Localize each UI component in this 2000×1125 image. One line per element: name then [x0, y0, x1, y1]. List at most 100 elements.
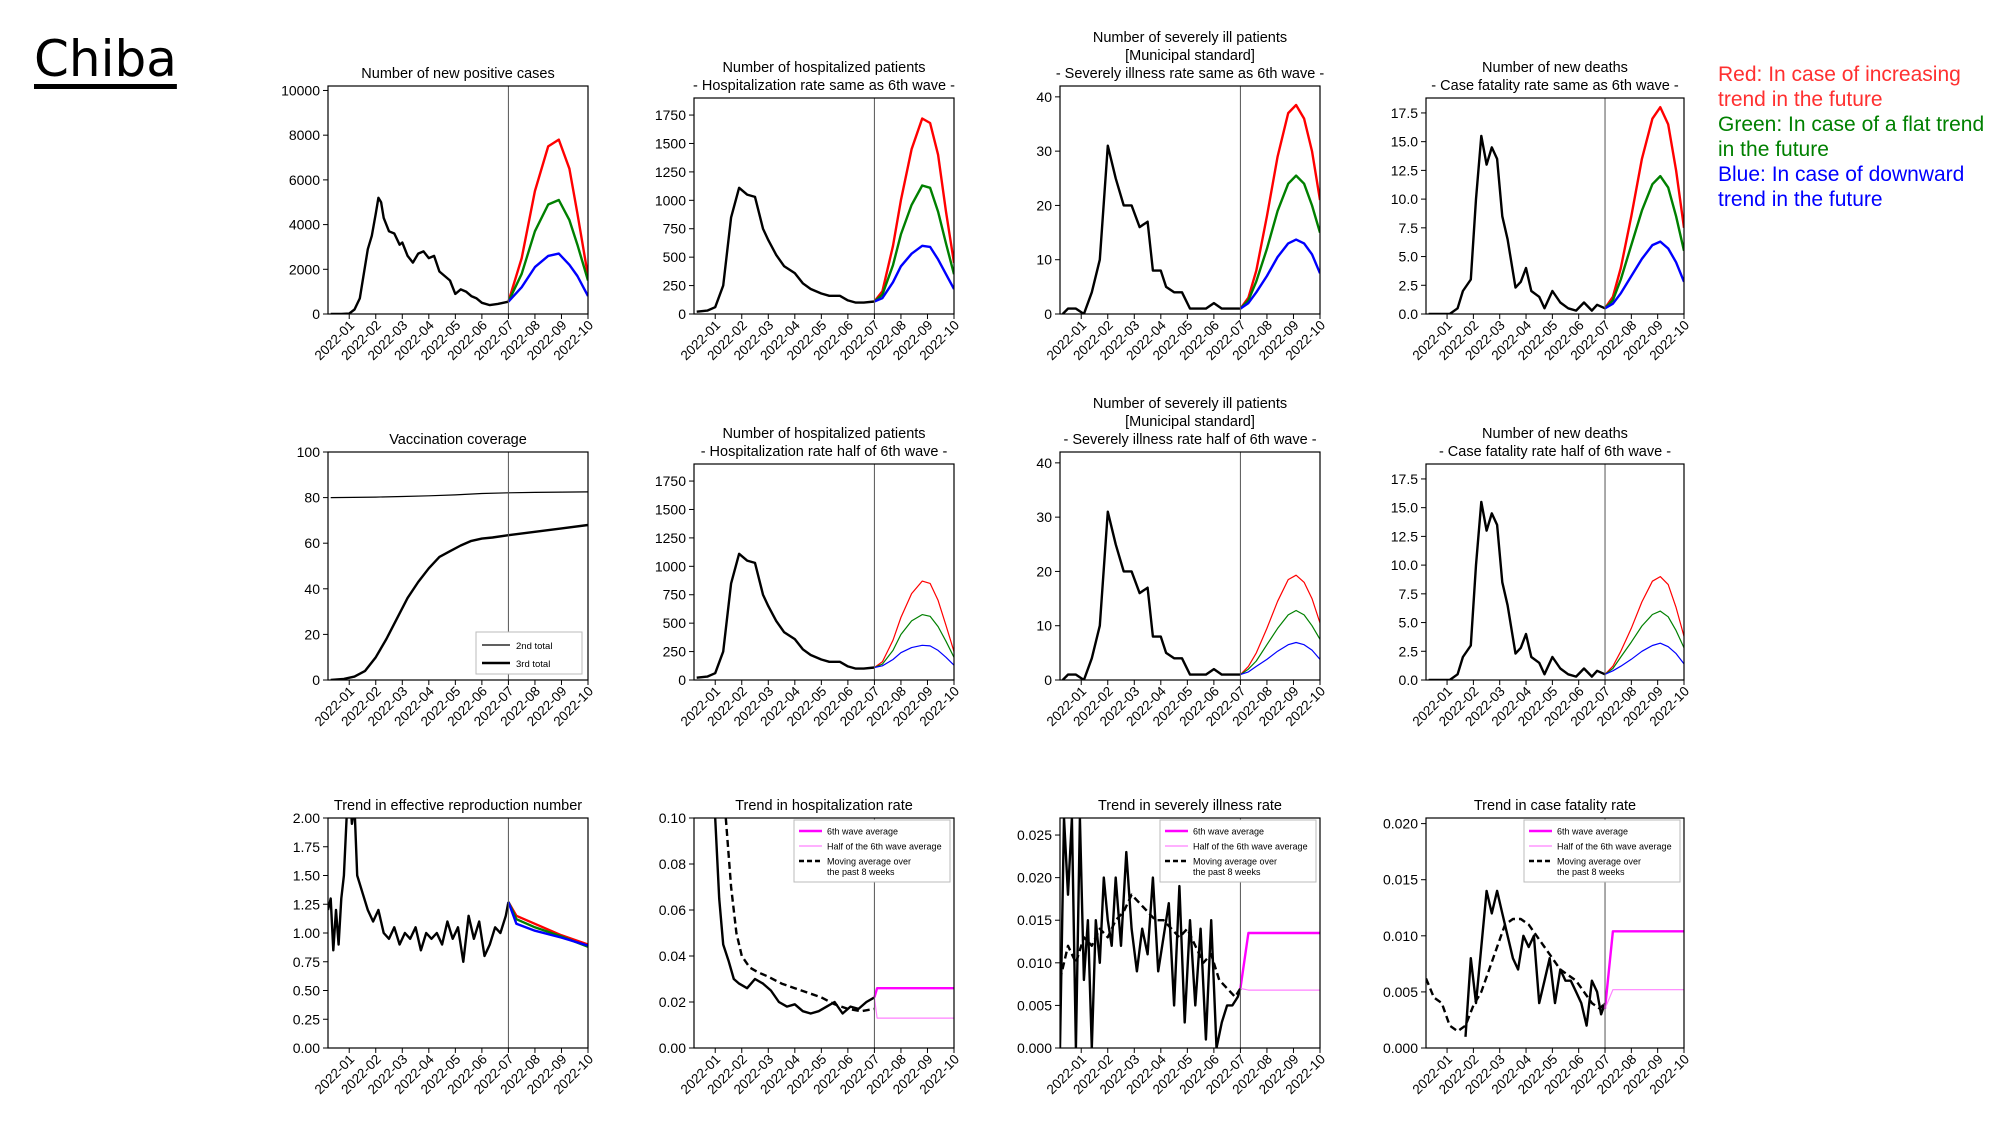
series-line: [507, 252, 588, 303]
y-tick-label: 1.75: [293, 839, 320, 855]
chart-cases: 02000400060008000100002022-012022-022022…: [281, 66, 596, 363]
series-group: [1428, 105, 1684, 314]
chart-severe6: 0102030402022-012022-022022-032022-04202…: [1036, 30, 1328, 363]
y-tick-label: 0.025: [1017, 827, 1052, 843]
y-tick-label: 0.75: [293, 954, 320, 970]
chart-title: - Hospitalization rate half of 6th wave …: [701, 444, 948, 460]
legend-label: Moving average over: [1193, 857, 1277, 867]
legend-label: 3rd total: [516, 659, 550, 670]
y-tick-label: 250: [663, 278, 687, 294]
chart-title: Number of hospitalized patients: [722, 60, 925, 76]
chart-title: Number of new deaths: [1482, 426, 1628, 442]
series-group: [696, 552, 954, 679]
legend-label: the past 8 weeks: [1557, 867, 1625, 877]
legend-label: Moving average over: [1557, 857, 1641, 867]
series-line: [1061, 510, 1241, 680]
chart-severehalf: 0102030402022-012022-022022-032022-04202…: [1036, 396, 1328, 729]
chart-severerate: 0.0000.0050.0100.0150.0200.0252022-01202…: [1017, 798, 1328, 1097]
series-line: [330, 196, 509, 314]
series-group: [1061, 103, 1320, 314]
plot-frame: [327, 451, 589, 681]
plot-frame: [1059, 451, 1321, 681]
plot-frame: [1059, 817, 1321, 1049]
chart-deathshalf: 0.02.55.07.510.012.515.017.52022-012022-…: [1391, 426, 1692, 729]
y-tick-label: 2.00: [293, 810, 320, 826]
series-group: [1060, 818, 1320, 1048]
legend-label: 6th wave average: [827, 827, 898, 837]
y-tick-label: 250: [663, 644, 687, 660]
chart-title: [Municipal standard]: [1125, 414, 1255, 430]
y-tick-label: 0.020: [1017, 870, 1052, 886]
y-tick-label: 30: [1036, 143, 1052, 159]
y-tick-label: 1000: [655, 192, 686, 208]
chart-hosprate: 0.000.020.040.060.080.102022-012022-0220…: [659, 798, 962, 1097]
y-tick-label: 100: [297, 444, 321, 460]
series-line: [1604, 240, 1684, 310]
y-tick-label: 12.5: [1391, 162, 1418, 178]
y-tick-label: 5.0: [1399, 615, 1419, 631]
series-line: [1604, 174, 1684, 310]
chart-cfr: 0.0000.0050.0100.0150.0202022-012022-022…: [1383, 798, 1692, 1097]
series-line: [1239, 174, 1320, 310]
legend-label: 2nd total: [516, 641, 552, 652]
series-line: [873, 987, 954, 998]
series-line: [1240, 641, 1320, 676]
series-line: [696, 186, 875, 313]
y-tick-label: 20: [1036, 197, 1052, 213]
chart-title: [Municipal standard]: [1125, 48, 1255, 64]
series-line: [1061, 144, 1241, 314]
y-tick-label: 20: [304, 626, 320, 642]
y-tick-label: 1750: [655, 107, 686, 123]
y-tick-label: 750: [663, 221, 687, 237]
y-tick-label: 500: [663, 249, 687, 265]
y-tick-label: 0.020: [1383, 816, 1418, 832]
chart-title: Number of severely ill patients: [1093, 30, 1287, 46]
y-tick-label: 0.005: [1383, 984, 1418, 1000]
series-line: [1239, 238, 1320, 310]
series-line: [874, 613, 954, 669]
chart-vacc: 0204060801002022-012022-022022-032022-04…: [297, 432, 596, 729]
plot-frame: [693, 463, 955, 681]
chart-title: Number of new deaths: [1482, 60, 1628, 76]
y-tick-label: 5.0: [1399, 249, 1419, 265]
y-tick-label: 15.0: [1391, 500, 1418, 516]
y-tick-label: 1250: [655, 164, 686, 180]
y-tick-label: 0.02: [659, 994, 686, 1010]
series-group: [1061, 510, 1320, 680]
series-line: [1604, 105, 1684, 309]
y-tick-label: 500: [663, 615, 687, 631]
y-tick-label: 1.00: [293, 925, 320, 941]
y-tick-label: 60: [304, 535, 320, 551]
y-tick-label: 15.0: [1391, 134, 1418, 150]
y-tick-label: 0.25: [293, 1011, 320, 1027]
y-tick-label: 10000: [281, 82, 320, 98]
y-tick-label: 30: [1036, 509, 1052, 525]
y-tick-label: 0.10: [659, 810, 686, 826]
y-tick-label: 0: [1044, 306, 1052, 322]
y-tick-label: 0: [678, 672, 686, 688]
scenario-legend: Red: In case of increasing trend in the …: [1718, 62, 1988, 212]
chart-title: - Severely illness rate same as 6th wave…: [1056, 66, 1325, 82]
y-tick-label: 0.06: [659, 902, 686, 918]
page-title: Chiba: [34, 30, 177, 88]
y-tick-label: 40: [1036, 455, 1052, 471]
y-tick-label: 10: [1036, 618, 1052, 634]
y-tick-label: 10: [1036, 252, 1052, 268]
series-line: [1240, 987, 1320, 991]
series-group: [330, 491, 588, 680]
series-line: [1060, 818, 1242, 1048]
chart-title: Number of severely ill patients: [1093, 396, 1287, 412]
series-line: [1240, 609, 1320, 676]
y-tick-label: 2000: [289, 261, 320, 277]
y-tick-label: 4000: [289, 217, 320, 233]
y-tick-label: 8000: [289, 127, 320, 143]
plot-frame: [1059, 85, 1321, 315]
chart-title: Trend in hospitalization rate: [735, 798, 913, 814]
chart-title: Trend in effective reproduction number: [334, 798, 582, 814]
y-tick-label: 1.25: [293, 896, 320, 912]
y-tick-label: 20: [1036, 563, 1052, 579]
y-tick-label: 0.015: [1383, 872, 1418, 888]
series-line: [507, 138, 588, 303]
y-tick-label: 0.0: [1399, 306, 1419, 322]
